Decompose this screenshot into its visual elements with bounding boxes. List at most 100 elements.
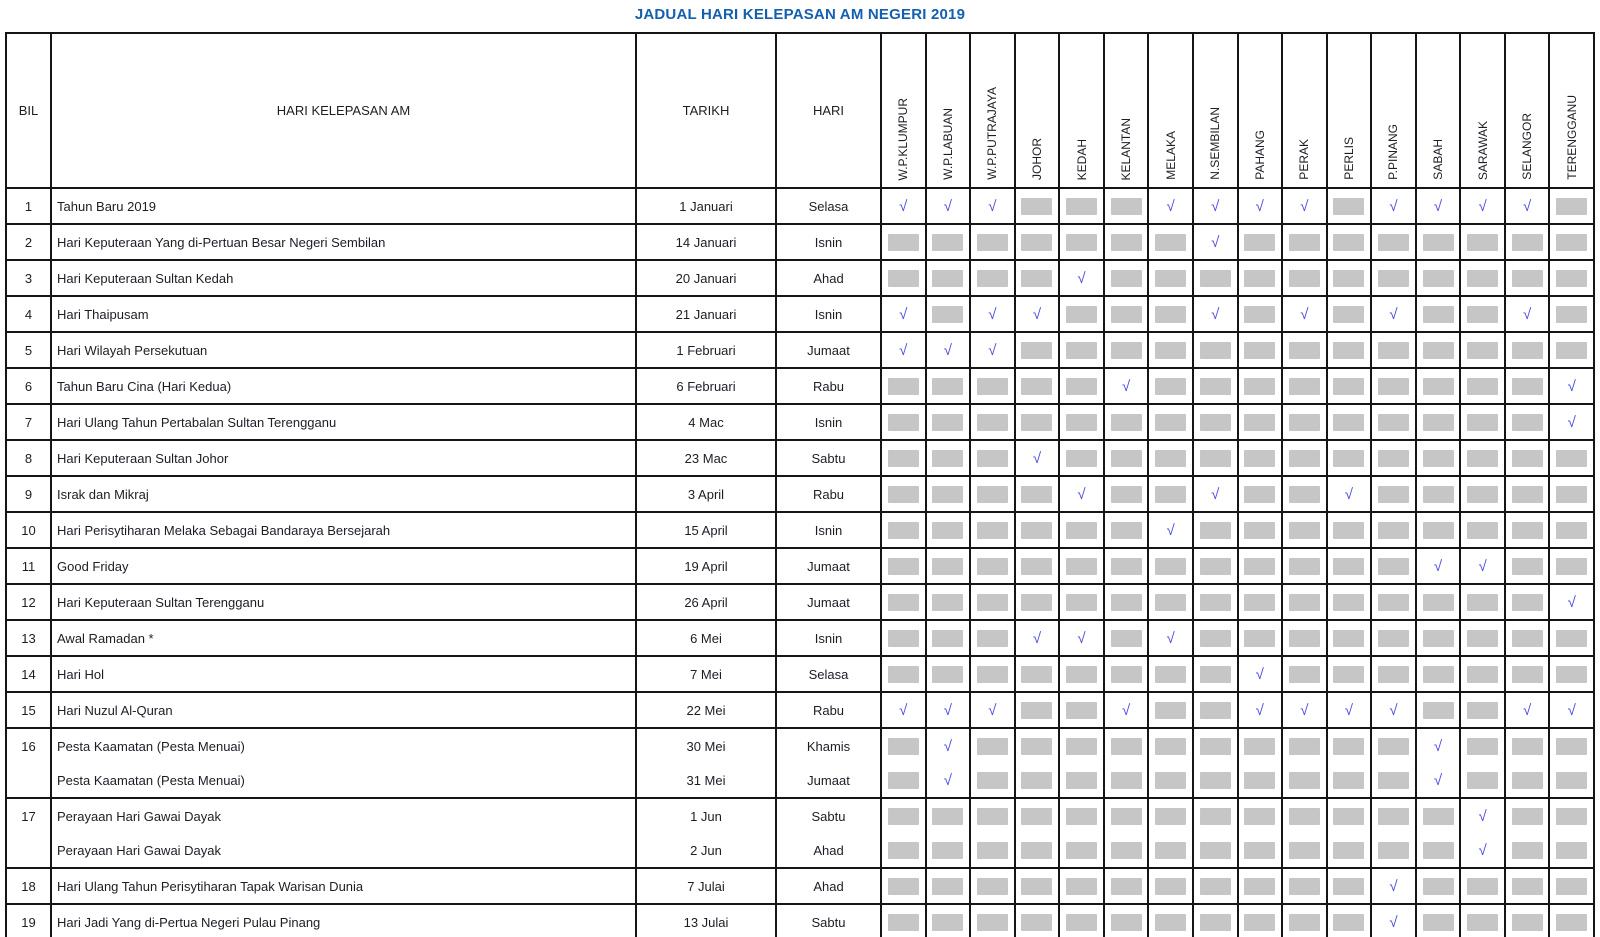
mark-slot (1550, 225, 1593, 259)
date-cell: 15 April (635, 511, 777, 549)
empty-box (932, 521, 964, 539)
day-cell: Jumaat (775, 331, 882, 369)
check-icon: √ (1121, 377, 1131, 395)
mark-slot (1105, 799, 1148, 833)
state-cell (1548, 547, 1595, 585)
empty-box (1333, 233, 1365, 251)
empty-box (1155, 701, 1187, 719)
empty-box (1244, 521, 1276, 539)
bil-cell-text: 9 (24, 486, 33, 502)
mark-slot (882, 657, 925, 691)
table-row: 11 Good Friday 19 April Jumaat √ √ (5, 547, 1595, 585)
mark-slot (971, 657, 1014, 691)
check-icon: √ (1389, 305, 1398, 323)
state-cell (1013, 475, 1061, 513)
empty-box (1021, 557, 1053, 575)
empty-box (932, 449, 964, 467)
state-cell (1459, 903, 1506, 937)
check-icon: √ (1433, 771, 1443, 789)
mark-slot (1239, 261, 1282, 295)
bil-cell-text: 15 (21, 702, 36, 718)
holiday-cell: Israk dan Mikraj (50, 475, 637, 513)
state-header-label: JOHOR (1029, 138, 1044, 180)
state-cell (1102, 475, 1150, 513)
state-cell (969, 403, 1016, 441)
state-cell (1370, 511, 1417, 549)
mark-slot (1550, 763, 1593, 797)
state-cell: √ (1370, 691, 1417, 729)
state-cell (1281, 797, 1328, 869)
state-cell (1281, 331, 1328, 369)
state-header-wrap: KEDAH (1060, 37, 1103, 187)
mark-slot (1239, 833, 1282, 867)
mark-slot (1372, 657, 1415, 691)
mark-slot (1239, 441, 1282, 475)
state-cell (1013, 367, 1061, 405)
mark-slot (1417, 799, 1460, 833)
empty-box (1110, 737, 1142, 755)
empty-box (1422, 701, 1454, 719)
mark-slot (1417, 513, 1460, 547)
state-cell (1281, 547, 1328, 585)
mark-slot (1550, 657, 1593, 691)
empty-box (887, 913, 919, 931)
mark-slot (1417, 693, 1460, 727)
state-cell (924, 903, 972, 937)
empty-box (1066, 877, 1098, 895)
empty-box (1467, 269, 1499, 287)
check-icon: √ (1211, 305, 1220, 323)
mark-slot (1461, 513, 1504, 547)
col-header-w-p-putrajaya: W.P.PUTRAJAYA (969, 32, 1016, 189)
mark-slot (1328, 405, 1371, 439)
mark-slot (882, 261, 925, 295)
state-cell (1236, 223, 1284, 261)
empty-box (1511, 877, 1543, 895)
holiday-cell: Tahun Baru Cina (Hari Kedua) (50, 367, 637, 405)
state-cell (1281, 259, 1328, 297)
empty-box (932, 377, 964, 395)
mark-slot (1016, 513, 1059, 547)
mark-slot (927, 833, 970, 867)
empty-box (1244, 305, 1276, 323)
state-cell (924, 547, 972, 585)
empty-box (887, 269, 919, 287)
empty-box (1155, 449, 1187, 467)
empty-box (1244, 771, 1276, 789)
empty-box (1244, 913, 1276, 931)
empty-box (1066, 557, 1098, 575)
bil-cell: 19 (5, 903, 52, 937)
mark-slot (971, 549, 1014, 583)
header-row: BIL HARI KELEPASAN AM TARIKH HARI W.P.KL… (5, 32, 1595, 189)
mark-slot (927, 441, 970, 475)
mark-slot (882, 799, 925, 833)
mark-slot (1328, 585, 1371, 619)
mark-slot (927, 585, 970, 619)
empty-box (1288, 557, 1320, 575)
holiday-cell-text: Hari Keputeraan Sultan Johor (57, 450, 229, 466)
state-cell (1281, 583, 1328, 621)
day-cell-text: Ahad (813, 270, 844, 286)
state-cell (924, 259, 972, 297)
state-cell (1548, 619, 1595, 657)
check-icon: √ (1523, 305, 1532, 323)
empty-box (1467, 377, 1499, 395)
mark-slot (1550, 261, 1593, 295)
check-icon: √ (1077, 485, 1086, 503)
empty-box (1511, 807, 1543, 825)
bil-cell-text: 14 (21, 666, 36, 682)
col-header-perak: PERAK (1281, 32, 1328, 189)
state-cell (1548, 475, 1595, 513)
mark-slot (1239, 405, 1282, 439)
holiday-cell-text: Pesta Kaamatan (Pesta Menuai) (57, 772, 245, 788)
empty-box (1199, 665, 1231, 683)
empty-box (1467, 485, 1499, 503)
day-cell-text: Isnin (814, 306, 843, 322)
mark-slot (1016, 729, 1059, 763)
state-cell (1191, 511, 1239, 549)
state-header-label: PAHANG (1252, 130, 1267, 180)
state-cell (1548, 867, 1595, 905)
empty-box (1155, 485, 1187, 503)
state-cell (880, 903, 927, 937)
mark-slot (1328, 225, 1371, 259)
state-cell (1058, 295, 1105, 333)
